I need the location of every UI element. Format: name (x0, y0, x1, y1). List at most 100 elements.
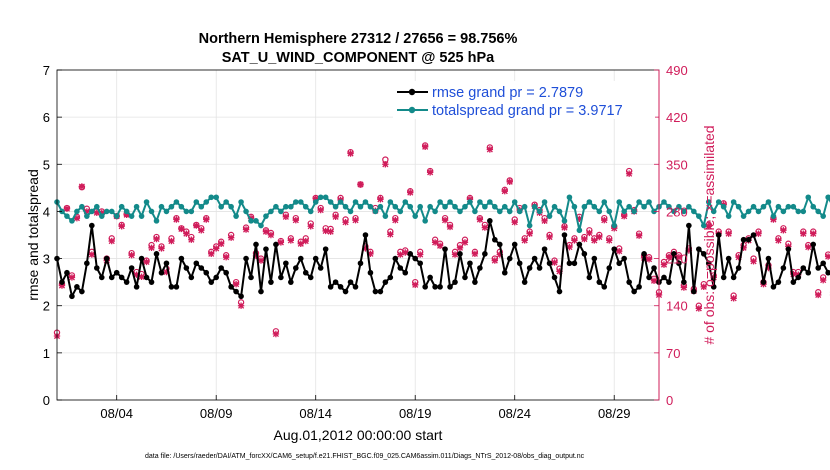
totalspread-point (268, 208, 274, 215)
rmse-point (516, 260, 523, 267)
rmse-point (153, 251, 160, 257)
totalspread-point (501, 203, 508, 210)
totalspread-point (561, 218, 568, 224)
obs-assimilated-marker (765, 264, 772, 272)
totalspread-point (556, 208, 563, 215)
rmse-point (681, 279, 687, 285)
obs-assimilated-marker (441, 216, 449, 224)
totalspread-point (138, 213, 145, 219)
totalspread-point (661, 199, 667, 205)
obs-assimilated-marker (213, 245, 220, 252)
rmse-point (278, 274, 284, 281)
totalspread-point (666, 203, 672, 210)
rmse-point (297, 255, 304, 262)
obs-assimilated-marker (546, 233, 553, 241)
y-tick-label: 5 (43, 157, 50, 172)
obs-assimilated-marker (98, 209, 105, 216)
rmse-point (392, 255, 399, 262)
totalspread-point (700, 222, 707, 229)
rmse-point (168, 284, 175, 290)
y-right-tick-label: 140 (666, 299, 688, 314)
totalspread-point (233, 213, 239, 219)
totalspread-point (705, 199, 712, 205)
y-axis-label: rmse and totalspread (25, 169, 41, 301)
obs-assimilated-marker (660, 261, 668, 268)
rmse-point (337, 284, 344, 290)
rmse-point (596, 279, 603, 285)
rmse-point (342, 288, 349, 295)
totalspread-point (357, 203, 364, 210)
totalspread-point (183, 208, 190, 215)
rmse-point (541, 246, 548, 252)
rmse-point (243, 255, 249, 262)
obs-assimilated-marker (68, 274, 76, 281)
totalspread-point (168, 203, 175, 210)
totalspread-point (397, 208, 404, 215)
x-tick-label: 08/19 (399, 406, 432, 421)
rmse-point (198, 265, 205, 271)
rmse-point (128, 265, 135, 271)
x-tick-label: 08/14 (299, 406, 332, 421)
obs-assimilated-marker (725, 230, 732, 237)
obs-assimilated-marker (456, 244, 464, 251)
rmse-point (631, 288, 637, 295)
obs-assimilated-marker (735, 254, 742, 261)
totalspread-point (676, 203, 682, 210)
rmse-point (586, 274, 593, 281)
obs-assimilated-marker (620, 212, 628, 220)
obs-assimilated-marker (601, 216, 608, 224)
totalspread-point (352, 199, 359, 205)
totalspread-point (750, 203, 757, 210)
rmse-point (725, 255, 732, 262)
rmse-point (700, 251, 707, 257)
obs-assimilated-marker (426, 169, 434, 176)
rmse-point (288, 279, 294, 285)
obs-assimilated-marker (421, 143, 429, 150)
rmse-point (616, 260, 622, 267)
totalspread-point (437, 199, 443, 205)
rmse-point (123, 279, 130, 285)
y-right-tick-label: 210 (666, 252, 688, 267)
obs-assimilated-marker (317, 206, 324, 214)
rmse-point (546, 260, 553, 267)
obs-assimilated-marker (824, 253, 830, 260)
rmse-point (780, 265, 787, 271)
totalspread-point (108, 208, 115, 215)
totalspread-point (462, 203, 468, 210)
totalspread-point (820, 213, 826, 219)
totalspread-point (725, 213, 732, 219)
obs-assimilated-marker (362, 245, 369, 252)
totalspread-point (372, 208, 379, 215)
rmse-point (601, 284, 608, 290)
totalspread-point (760, 203, 767, 210)
rmse-point (715, 232, 722, 238)
totalspread-point (482, 203, 488, 210)
x-tick-label: 08/09 (200, 406, 233, 421)
totalspread-point (94, 203, 100, 210)
totalspread-point (332, 203, 339, 210)
rmse-point (447, 284, 453, 290)
totalspread-point (258, 222, 264, 229)
rmse-point (422, 284, 428, 290)
legend-spread-marker (408, 106, 416, 114)
totalspread-point (531, 203, 538, 210)
totalspread-point (546, 213, 553, 219)
totalspread-point (521, 203, 528, 210)
obs-assimilated-marker (272, 330, 280, 338)
obs-assimilated-marker (770, 216, 777, 223)
obs-assimilated-marker (198, 227, 205, 234)
plot-series (53, 142, 830, 340)
rmse-point (551, 274, 558, 281)
totalspread-point (113, 213, 120, 219)
obs-assimilated-marker (645, 256, 653, 263)
totalspread-point (631, 208, 637, 215)
x-tick-label: 08/24 (498, 406, 531, 421)
obs-assimilated-marker (665, 254, 673, 261)
rmse-point (432, 284, 438, 290)
rmse-point (59, 279, 65, 285)
rmse-point (536, 265, 543, 271)
rmse-point (770, 284, 777, 290)
totalspread-point (273, 203, 279, 210)
totalspread-point (487, 199, 493, 205)
totalspread-point (218, 203, 224, 210)
